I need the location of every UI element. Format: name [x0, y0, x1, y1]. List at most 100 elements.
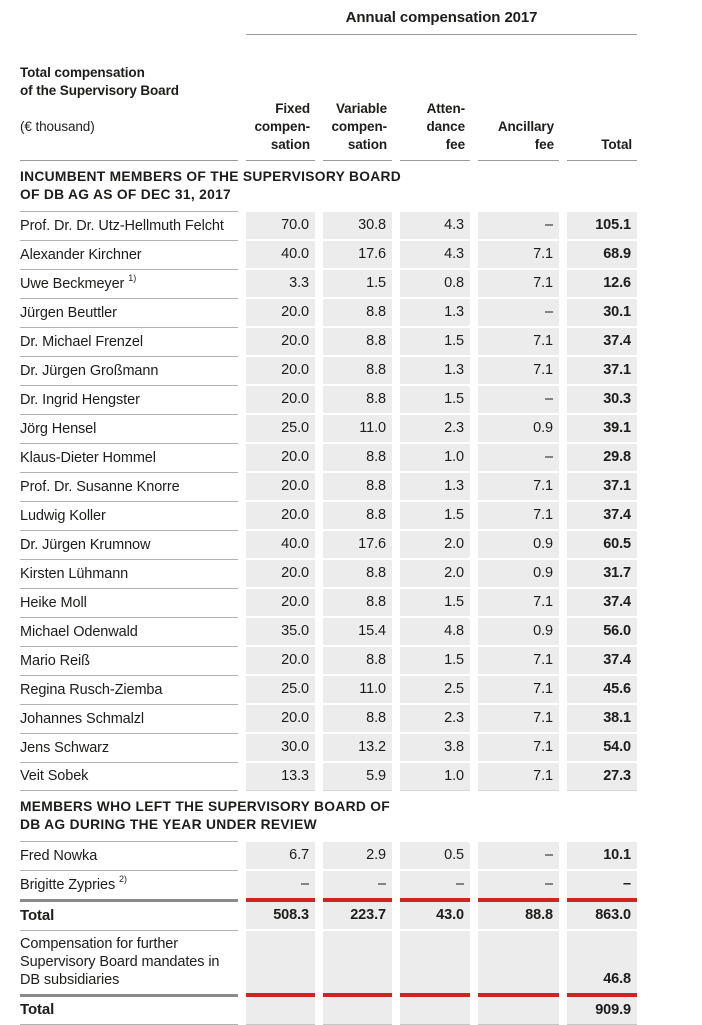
column-gap	[559, 646, 567, 676]
column-gap	[559, 704, 567, 734]
value-cell: 38.1	[567, 703, 638, 735]
column-gap	[392, 298, 400, 328]
value-cell: 10.1	[567, 840, 638, 872]
column-gap	[238, 501, 246, 531]
value-cell: 6.7	[246, 840, 315, 872]
column-gap	[559, 930, 567, 996]
value-cell: 37.4	[567, 587, 638, 619]
row-axis-header: Total compensation of the Supervisory Bo…	[20, 34, 238, 162]
column-gap	[238, 995, 246, 1025]
column-gap	[470, 501, 478, 531]
value-cell: 7.1	[478, 326, 559, 358]
column-gap	[238, 675, 246, 705]
value-cell: 2.0	[400, 529, 470, 561]
column-gap	[315, 870, 323, 901]
column-gap	[470, 472, 478, 502]
table-row: Alexander Kirchner 40.0 17.6 4.3 7.1 68.9	[20, 239, 638, 271]
column-header-row: Total compensation of the Supervisory Bo…	[20, 34, 638, 162]
column-gap	[392, 385, 400, 415]
column-gap	[315, 841, 323, 871]
value-cell: 35.0	[246, 616, 315, 648]
column-gap	[238, 298, 246, 328]
column-gap	[470, 930, 478, 996]
column-gap	[559, 472, 567, 502]
column-gap	[315, 675, 323, 705]
value-cell: 40.0	[246, 239, 315, 271]
column-gap	[470, 414, 478, 444]
column-gap	[315, 559, 323, 589]
column-gap	[238, 269, 246, 299]
table-row: Ludwig Koller 20.0 8.8 1.5 7.1 37.4	[20, 500, 638, 532]
value-cell: 15.4	[323, 616, 392, 648]
column-header-variable-compensation: Variable compen- sation	[323, 34, 392, 162]
value-cell: 8.8	[323, 471, 392, 503]
table-row: Prof. Dr. Susanne Knorre 20.0 8.8 1.3 7.1 37.…	[20, 471, 638, 503]
value-cell: 60.5	[567, 529, 638, 561]
column-gap	[238, 472, 246, 502]
value-cell: 4.3	[400, 239, 470, 271]
value-cell: –	[400, 869, 470, 902]
member-name: Mario Reiß	[20, 645, 238, 676]
column-gap	[392, 930, 400, 996]
section-heading: MEMBERS WHO LEFT THE SUPERVISORY BOARD O…	[20, 790, 638, 842]
column-gap	[559, 900, 567, 931]
member-name: Uwe Beckmeyer 1)	[20, 268, 238, 299]
value-cell: 68.9	[567, 239, 638, 271]
column-gap	[315, 530, 323, 560]
column-gap	[392, 211, 400, 241]
table-row: Prof. Dr. Dr. Utz-Hellmuth Felcht 70.0 30.…	[20, 210, 638, 242]
column-gap	[238, 530, 246, 560]
value-cell: 7.1	[478, 761, 559, 792]
value-cell: 8.8	[323, 500, 392, 532]
column-gap	[392, 646, 400, 676]
value-cell: 8.8	[323, 645, 392, 677]
value-cell: 8.8	[323, 355, 392, 387]
footnote-marker: 1)	[128, 272, 137, 283]
column-gap	[470, 870, 478, 901]
value-cell: 0.8	[400, 268, 470, 300]
column-gap	[470, 34, 478, 161]
member-name: Compensation for further Supervisory Boa…	[20, 929, 238, 996]
section-heading-row: INCUMBENT MEMBERS OF THE SUPERVISORY BOA…	[20, 160, 638, 212]
column-gap	[559, 327, 567, 357]
column-gap	[315, 327, 323, 357]
value-cell: 13.2	[323, 732, 392, 764]
value-cell	[400, 993, 470, 1025]
value-cell: –	[478, 297, 559, 329]
column-gap	[238, 930, 246, 996]
column-gap	[559, 501, 567, 531]
member-name: Ludwig Koller	[20, 500, 238, 531]
value-cell: 13.3	[246, 761, 315, 792]
column-gap	[315, 240, 323, 270]
value-cell: 27.3	[567, 761, 638, 792]
title-spacer	[20, 2, 238, 35]
column-gap	[470, 704, 478, 734]
value-cell: 20.0	[246, 645, 315, 677]
column-gap	[238, 34, 246, 161]
table-row: Michael Odenwald 35.0 15.4 4.8 0.9 56.0	[20, 616, 638, 648]
table-row: Mario Reiß 20.0 8.8 1.5 7.1 37.4	[20, 645, 638, 677]
table-row: Dr. Michael Frenzel 20.0 8.8 1.5 7.1 37.4	[20, 326, 638, 358]
value-cell: 0.9	[478, 616, 559, 648]
column-gap	[470, 356, 478, 386]
column-gap	[238, 211, 246, 241]
column-gap	[559, 841, 567, 871]
column-gap	[238, 762, 246, 791]
value-cell	[478, 929, 559, 997]
column-gap	[315, 501, 323, 531]
column-gap	[392, 762, 400, 791]
value-cell: 11.0	[323, 413, 392, 445]
value-cell: 70.0	[246, 210, 315, 242]
value-cell: 1.0	[400, 442, 470, 474]
value-cell: 0.9	[478, 529, 559, 561]
member-name: Klaus-Dieter Hommel	[20, 442, 238, 473]
value-cell: 25.0	[246, 413, 315, 445]
column-gap	[470, 646, 478, 676]
column-gap	[559, 443, 567, 473]
value-cell: –	[567, 869, 638, 902]
value-cell: 1.5	[400, 587, 470, 619]
column-gap	[559, 240, 567, 270]
value-cell: 1.5	[323, 268, 392, 300]
value-cell: 2.5	[400, 674, 470, 706]
column-gap	[392, 530, 400, 560]
